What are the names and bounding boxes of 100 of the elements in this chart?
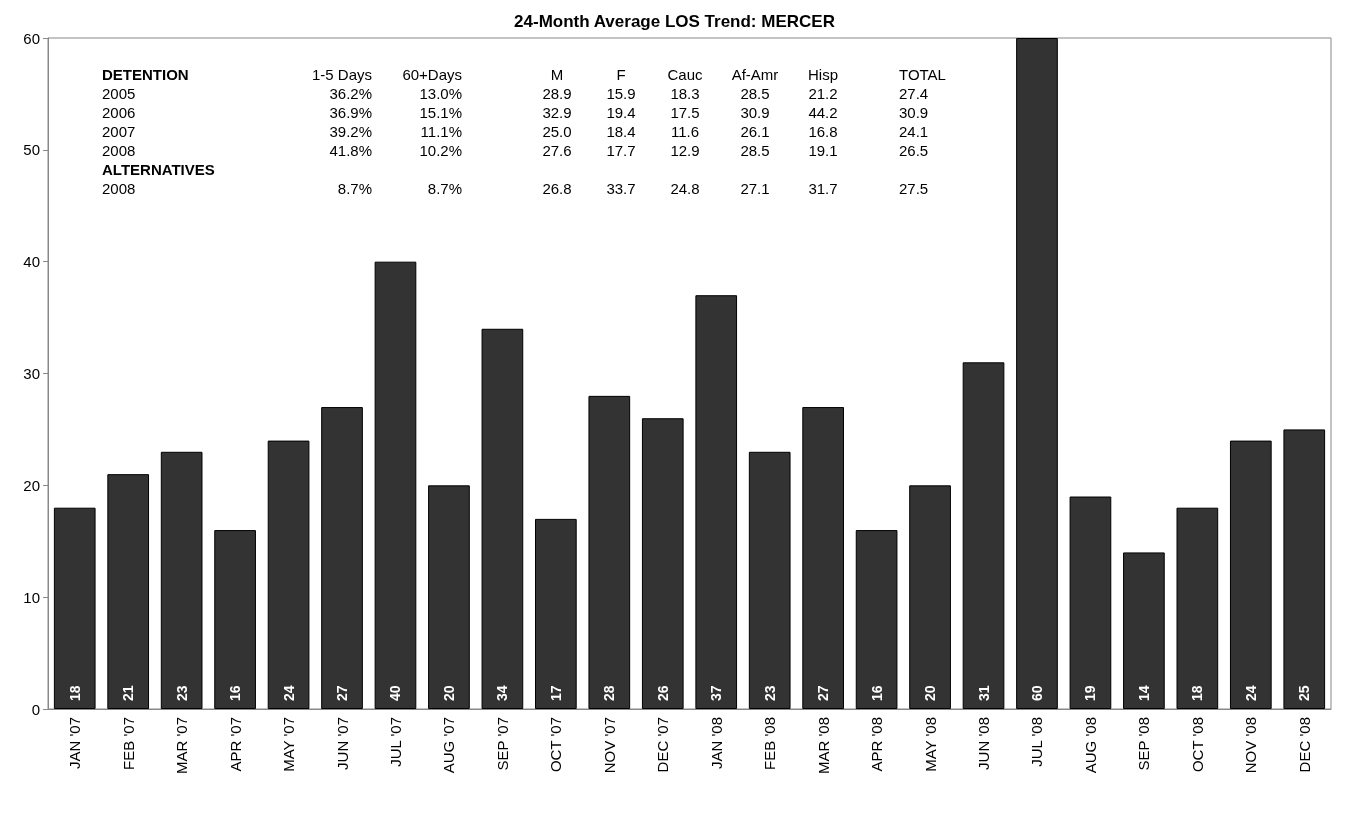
data-label: 20 <box>922 685 939 701</box>
annotation: 11.1% <box>420 122 462 140</box>
bar <box>535 518 577 709</box>
annotation: 39.2% <box>329 122 372 140</box>
bar <box>321 407 363 709</box>
data-label: 26 <box>654 685 671 701</box>
bar <box>428 485 470 709</box>
x-tick-label: DEC '07 <box>654 717 672 773</box>
data-label: 17 <box>547 685 564 701</box>
annotation: 44.2 <box>808 103 838 121</box>
x-tick-label: OCT '07 <box>547 717 565 773</box>
x-tick-label: FEB '08 <box>761 717 779 770</box>
x-tick-label: APR '08 <box>868 717 886 772</box>
bar <box>802 407 844 709</box>
data-label: 23 <box>173 685 190 701</box>
bar <box>1123 552 1165 709</box>
annotation: 30.9 <box>899 103 929 121</box>
annotation: 31.7 <box>808 179 838 197</box>
bar <box>214 530 256 709</box>
data-label: 14 <box>1135 685 1152 701</box>
annotation: 26.1 <box>740 122 770 140</box>
x-tick-label: JUL '07 <box>386 717 404 767</box>
annotation: 12.9 <box>670 141 700 159</box>
data-label: 24 <box>1242 685 1259 701</box>
annotation: 10.2% <box>419 141 462 159</box>
annotation: 1-5 Days <box>311 65 372 83</box>
bar <box>748 451 791 709</box>
data-label: 60 <box>1028 685 1045 701</box>
chart-title: 24-Month Average LOS Trend: MERCER <box>514 12 835 31</box>
annotation: 28.5 <box>740 141 770 159</box>
annotation: 28.9 <box>542 84 572 102</box>
annotation: 2005 <box>102 84 136 102</box>
data-label: 40 <box>387 685 404 701</box>
bar <box>374 261 417 709</box>
annotation: 27.6 <box>542 141 572 159</box>
x-tick-label: AUG '08 <box>1081 717 1099 774</box>
y-tick-label: 30 <box>23 365 40 382</box>
annotation: 17.5 <box>670 103 700 121</box>
annotation: Cauc <box>667 65 703 83</box>
data-label: 27 <box>334 685 351 701</box>
annotation: 15.1% <box>419 103 462 121</box>
data-label: 20 <box>440 685 457 701</box>
bar <box>588 395 631 709</box>
bar <box>855 530 898 709</box>
data-label: 18 <box>1189 685 1206 701</box>
annotation: 30.9 <box>740 103 770 121</box>
annotation: 24.1 <box>899 122 929 140</box>
x-tick-label: JAN '08 <box>707 717 725 770</box>
bar <box>962 362 1005 709</box>
annotation: DETENTION <box>102 65 189 83</box>
x-tick-label: AUG '07 <box>440 717 458 774</box>
bar <box>1016 38 1058 709</box>
x-tick-label: MAR '08 <box>814 717 832 775</box>
annotation: 15.9 <box>606 84 636 102</box>
annotation: 16.8 <box>808 122 838 140</box>
bar <box>267 440 310 709</box>
data-label: 34 <box>494 685 511 701</box>
annotation: 25.0 <box>542 122 572 140</box>
x-tick-label: OCT '08 <box>1188 717 1206 773</box>
annotation: 2006 <box>102 103 136 121</box>
x-tick-label: NOV '07 <box>600 717 618 774</box>
bar <box>909 485 951 709</box>
x-tick-label: FEB '07 <box>119 717 137 770</box>
x-tick-label: JUL '08 <box>1028 717 1046 767</box>
bar <box>1283 429 1326 709</box>
data-label: 18 <box>66 685 83 701</box>
annotation: 28.5 <box>740 84 770 102</box>
bar <box>481 328 524 709</box>
x-tick-label: MAY '08 <box>921 717 939 772</box>
annotation: 8.7% <box>427 179 462 197</box>
x-tick-label: SEP '07 <box>493 717 511 771</box>
x-tick-label: DEC '08 <box>1295 717 1313 773</box>
x-tick-label: MAY '07 <box>280 717 298 772</box>
x-tick-label: JUN '08 <box>975 717 993 770</box>
annotation: 24.8 <box>670 179 700 197</box>
annotation: 27.4 <box>899 84 929 102</box>
annotation: Hisp <box>807 65 839 83</box>
annotation: 2008 <box>102 179 136 197</box>
data-label: 28 <box>601 685 618 701</box>
annotation: 26.8 <box>542 179 572 197</box>
annotation: 33.7 <box>606 179 636 197</box>
bar <box>1229 440 1272 709</box>
x-tick-label: NOV '08 <box>1242 717 1260 774</box>
annotation: 36.2% <box>329 84 372 102</box>
y-tick-label: 40 <box>23 253 40 271</box>
y-tick-label: 60 <box>23 29 40 47</box>
annotation: F <box>616 65 626 83</box>
annotation: Af-Amr <box>731 65 779 83</box>
annotation: 26.5 <box>899 141 929 159</box>
annotation: 19.1 <box>808 141 838 159</box>
data-label: 24 <box>280 685 297 701</box>
data-label: 27 <box>815 685 832 701</box>
data-label: 37 <box>708 685 725 701</box>
annotation: 60+Days <box>402 65 462 83</box>
annotation: M <box>550 65 564 83</box>
annotation: 2007 <box>102 122 136 140</box>
annotation: 27.5 <box>899 179 929 197</box>
annotation: 41.8% <box>329 141 372 159</box>
annotation: 27.1 <box>740 179 770 197</box>
data-label: 16 <box>868 685 885 701</box>
